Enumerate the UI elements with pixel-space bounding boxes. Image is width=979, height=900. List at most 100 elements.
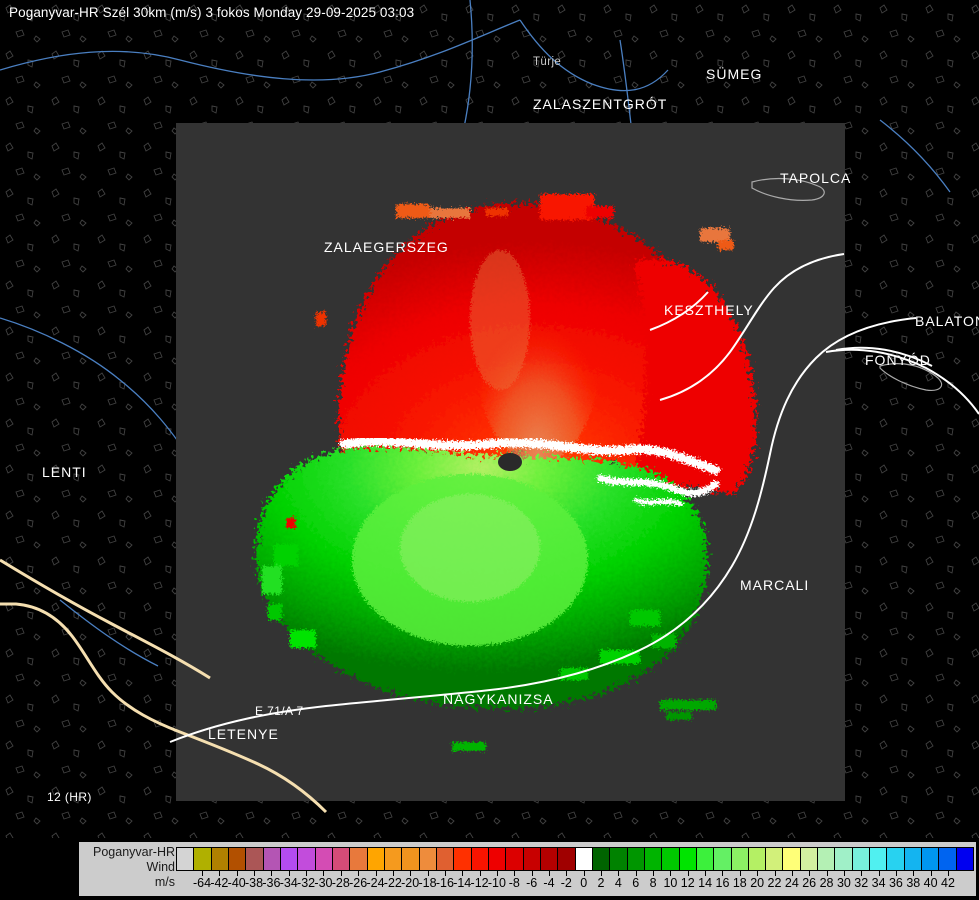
colorbar-tick xyxy=(878,871,880,876)
colorbar-tick xyxy=(635,871,637,876)
road-label-e71-a7: E 71/A 7 xyxy=(255,704,304,718)
colorbar-tick-label: -10 xyxy=(487,876,506,890)
colorbar-tick xyxy=(254,871,256,876)
colorbar-cell xyxy=(506,848,524,870)
colorbar-tick xyxy=(895,871,897,876)
radar-map-canvas[interactable]: Poganyvar-HR Szél 30km (m/s) 3 fokos Mon… xyxy=(0,0,979,838)
colorbar-cell xyxy=(298,848,316,870)
colorbar-tick xyxy=(496,871,498,876)
colorbar-tick-label: -14 xyxy=(453,876,472,890)
colorbar-tick-label: -18 xyxy=(418,876,437,890)
colorbar-tick xyxy=(288,871,290,876)
colorbar-tick-label: 18 xyxy=(732,876,747,890)
colorbar-tick xyxy=(670,871,672,876)
colorbar-tick-label: 26 xyxy=(802,876,817,890)
highway-layer xyxy=(169,253,979,743)
colorbar-tick-label: 16 xyxy=(715,876,730,890)
colorbar-tick xyxy=(739,871,741,876)
colorbar-cell xyxy=(436,848,455,870)
colorbar-cell xyxy=(246,848,264,870)
colorbar-tick xyxy=(826,871,828,876)
colorbar-cell xyxy=(575,848,593,870)
colorbar-tick-label: -32 xyxy=(297,876,316,890)
colorbar-tick-label: 42 xyxy=(941,876,955,890)
colorbar-tick-label: -8 xyxy=(508,876,520,890)
colorbar-cell xyxy=(384,848,403,870)
colorbar-tick-label: 38 xyxy=(906,876,921,890)
colorbar-tick xyxy=(601,871,603,876)
colorbar-tick xyxy=(722,871,724,876)
radar-echo-inbound-cells xyxy=(262,518,716,751)
colorbar-tick-label: 22 xyxy=(767,876,782,890)
colorbar-cell xyxy=(558,848,576,870)
colorbar-tick xyxy=(809,871,811,876)
colorbar-cell xyxy=(662,848,680,870)
colorbar-tick-label: -12 xyxy=(470,876,489,890)
colorbar-tick-label: -26 xyxy=(349,876,368,890)
colorbar-tick xyxy=(913,871,915,876)
colorbar-tick-labels: -64 -42 -40 -38 -36 -34 -32 -30 -28 -26 -24 -22 -20-… xyxy=(176,871,974,893)
colorbar-tick-label: -20 xyxy=(401,876,420,890)
city-label-lenti: LENTI xyxy=(42,464,87,480)
road-label-12-hr: 12 (HR) xyxy=(47,790,92,804)
colorbar-cell xyxy=(540,848,559,870)
city-label-balatonbo: BALATONBO xyxy=(915,313,979,329)
colorbar-cell xyxy=(471,848,489,870)
colorbar-cell xyxy=(280,848,299,870)
radar-echo-inbound-core xyxy=(352,474,588,646)
colorbar-cell xyxy=(818,848,836,870)
colorbar-tick-label: 20 xyxy=(750,876,765,890)
colorbar-cell xyxy=(714,848,732,870)
colorbar[interactable] xyxy=(176,847,974,871)
legend-bar: Poganyvar-HR Wind m/s -64 -42 -40 -38 -36 -34… xyxy=(0,838,979,900)
city-label-fonyod: FONYÓD xyxy=(865,352,931,368)
colorbar-cell xyxy=(627,848,645,870)
page-title: Poganyvar-HR Szél 30km (m/s) 3 fokos Mon… xyxy=(9,5,415,20)
colorbar-tick-label: -36 xyxy=(262,876,281,890)
colorbar-cell xyxy=(315,848,333,870)
colorbar-tick xyxy=(705,871,707,876)
colorbar-cell xyxy=(679,848,697,870)
colorbar-tick xyxy=(618,871,620,876)
city-label-sumeg: SÜMEG xyxy=(706,66,763,82)
colorbar-tick xyxy=(861,871,863,876)
colorbar-tick-label: -42 xyxy=(210,876,229,890)
colorbar-cell xyxy=(904,848,923,870)
colorbar-cell xyxy=(748,848,767,870)
lake-outline-layer xyxy=(751,177,943,391)
colorbar-tick-label: 8 xyxy=(649,876,657,890)
colorbar-cell xyxy=(263,848,281,870)
colorbar-cell xyxy=(870,848,888,870)
colorbar-cell xyxy=(766,848,784,870)
colorbar-tick xyxy=(462,871,464,876)
colorbar-cell xyxy=(402,848,420,870)
city-label-tapolca: TAPOLCA xyxy=(780,170,852,186)
colorbar-cell xyxy=(177,848,195,870)
colorbar-tick xyxy=(479,871,481,876)
colorbar-tick-label: 30 xyxy=(836,876,851,890)
city-label-nagykanizsa: NAGYKANIZSA xyxy=(443,691,554,707)
colorbar-tick-label: 24 xyxy=(784,876,799,890)
colorbar-cell xyxy=(852,848,871,870)
colorbar-cell xyxy=(454,848,472,870)
colorbar-tick-label: -2 xyxy=(560,876,572,890)
radar-map-svg xyxy=(0,0,979,838)
colorbar-tick-label: 10 xyxy=(663,876,678,890)
radar-echo-outbound-core xyxy=(470,248,600,464)
colorbar-tick-label: 36 xyxy=(888,876,903,890)
colorbar-tick xyxy=(219,871,221,876)
colorbar-tick xyxy=(306,871,308,876)
colorbar-cell xyxy=(332,848,351,870)
colorbar-cells[interactable] xyxy=(176,847,974,871)
legend-title-block: Poganyvar-HR Wind m/s xyxy=(83,845,175,890)
colorbar-cell xyxy=(922,848,940,870)
colorbar-tick-label: 4 xyxy=(614,876,622,890)
colorbar-tick-label: -24 xyxy=(366,876,385,890)
colorbar-tick-label: -64 xyxy=(192,876,212,890)
colorbar-cell xyxy=(800,848,819,870)
legend-quantity-label: Wind xyxy=(146,860,175,874)
radar-echo-outbound-cells xyxy=(316,194,734,326)
colorbar-tick-label: 14 xyxy=(698,876,713,890)
colorbar-cell xyxy=(887,848,905,870)
